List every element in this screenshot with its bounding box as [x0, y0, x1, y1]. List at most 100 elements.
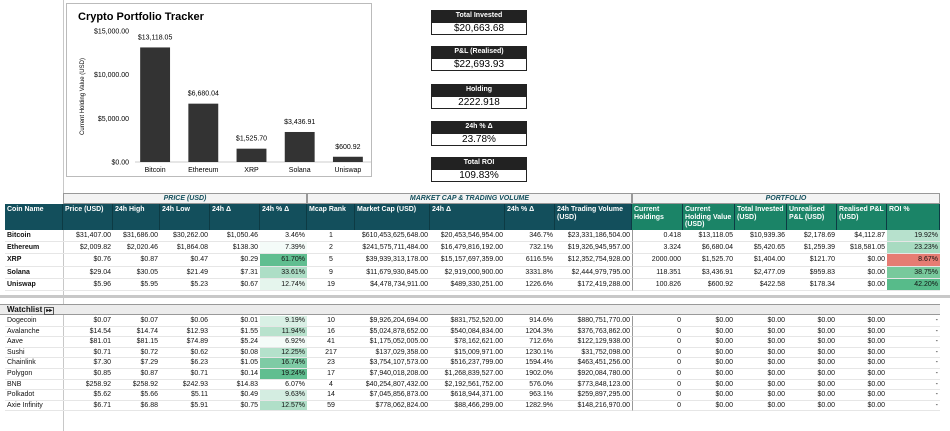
table-cell: $14.83 — [210, 380, 260, 391]
table-cell: $0.00 — [837, 337, 887, 348]
table-cell: $137,029,358.00 — [355, 348, 430, 359]
table-cell: $2,919,000,900.00 — [430, 267, 505, 279]
table-cell: $20,453,546,954.00 — [430, 230, 505, 243]
kpi-value: $20,663.68 — [431, 22, 527, 35]
y-tick-label: $15,000.00 — [94, 29, 129, 36]
table-cell: $0.14 — [210, 369, 260, 380]
table-cell: $259,897,295.00 — [555, 390, 632, 401]
table-cell: 1282.9% — [505, 401, 555, 412]
table-cell: $600.92 — [683, 279, 735, 291]
table-cell: $12,352,754,928.00 — [555, 254, 632, 267]
table-cell: 0 — [632, 316, 683, 327]
table-cell: $0.00 — [735, 390, 787, 401]
table-cell: 3.324 — [632, 242, 683, 255]
table-cell: - — [887, 337, 940, 348]
table-cell: $1,259.39 — [787, 242, 837, 255]
table-cell: $15,157,697,359.00 — [430, 254, 505, 267]
table-cell: $10,939.36 — [735, 230, 787, 243]
table-cell: 19.24% — [260, 369, 307, 380]
table-cell: $6.71 — [63, 401, 113, 412]
table-cell: 732.1% — [505, 242, 555, 255]
table-cell: $6.88 — [113, 401, 160, 412]
table-cell: $7,940,018,208.00 — [355, 369, 430, 380]
value-label: $600.92 — [335, 144, 360, 151]
table-cell: 914.6% — [505, 316, 555, 327]
table-cell: 16.74% — [260, 358, 307, 369]
table-cell: $0.00 — [683, 380, 735, 391]
table-cell: $0.87 — [113, 369, 160, 380]
table-cell: $5.11 — [160, 390, 210, 401]
table-cell: $0.00 — [787, 348, 837, 359]
table-cell: $0.00 — [683, 327, 735, 338]
table-cell: $5.62 — [63, 390, 113, 401]
table-cell: Chainlink — [5, 358, 63, 369]
table-cell: - — [887, 369, 940, 380]
kpi-label: 24h % Δ — [431, 121, 527, 133]
table-cell: $15,009,971.00 — [430, 348, 505, 359]
table-cell: $773,848,123.00 — [555, 380, 632, 391]
chart-frame: Crypto Portfolio Tracker Current Holding … — [66, 3, 372, 177]
table-cell: 0 — [632, 390, 683, 401]
table-cell: $618,944,371.00 — [430, 390, 505, 401]
table-cell: - — [887, 348, 940, 359]
table-cell: $31,686.00 — [113, 230, 160, 243]
table-cell: $0.00 — [837, 267, 887, 279]
column-header: Price (USD) — [63, 204, 113, 230]
table-cell: Uniswap — [5, 279, 63, 291]
table-cell: $5.23 — [160, 279, 210, 291]
table-cell: 6.92% — [260, 337, 307, 348]
table-cell: $30.05 — [113, 267, 160, 279]
table-cell: $1,864.08 — [160, 242, 210, 255]
table-cell: Ethereum — [5, 242, 63, 255]
table-cell: $0.67 — [210, 279, 260, 291]
column-header: 24h High — [113, 204, 160, 230]
table-cell: $11,679,930,845.00 — [355, 267, 430, 279]
table-cell: $2,020.46 — [113, 242, 160, 255]
table-cell: 2 — [307, 242, 355, 255]
table-cell: 1 — [307, 230, 355, 243]
table-cell: 11.94% — [260, 326, 307, 338]
table-cell: 12.57% — [260, 400, 307, 412]
table-cell: $81.01 — [63, 337, 113, 348]
table-cell: - — [887, 390, 940, 401]
table-cell: $19,326,945,957.00 — [555, 242, 632, 255]
column-header: 24h Trading Volume (USD) — [555, 204, 632, 230]
value-label: $13,118.05 — [138, 34, 173, 41]
table-cell: Aave — [5, 337, 63, 348]
column-header: 24h % Δ — [260, 204, 307, 230]
table-cell: Solana — [5, 267, 63, 279]
table-cell: $489,330,251.00 — [430, 279, 505, 291]
table-cell: $0.87 — [113, 254, 160, 267]
table-cell: $0.07 — [113, 316, 160, 327]
table-cell: 963.1% — [505, 390, 555, 401]
table-cell: $920,084,780.00 — [555, 369, 632, 380]
table-cell: Avalanche — [5, 327, 63, 338]
value-label-bg — [233, 134, 270, 143]
table-cell: 1902.0% — [505, 369, 555, 380]
table-cell: 42.20% — [887, 278, 940, 291]
table-cell: $5.96 — [63, 279, 113, 291]
table-cell: $6.23 — [160, 358, 210, 369]
chart-title: Crypto Portfolio Tracker — [78, 11, 205, 23]
table-cell: $1,404.00 — [735, 254, 787, 267]
table-cell: $4,478,734,911.00 — [355, 279, 430, 291]
table-cell: $0.00 — [837, 316, 887, 327]
column-header: Total Invested (USD) — [735, 204, 787, 230]
table-cell: 4 — [307, 380, 355, 391]
kpi-label: Holding — [431, 84, 527, 96]
table-cell: 3.46% — [260, 230, 307, 243]
table-cell: 0.418 — [632, 230, 683, 243]
table-cell: $122,129,938.00 — [555, 337, 632, 348]
bar — [140, 47, 171, 162]
table-cell: $138.30 — [210, 242, 260, 255]
table-cell: $0.01 — [210, 316, 260, 327]
table-cell: $0.71 — [63, 348, 113, 359]
table-cell: 0 — [632, 400, 683, 412]
table-cell: $0.00 — [683, 348, 735, 359]
table-cell: $0.00 — [787, 358, 837, 369]
table-cell: $778,062,824.00 — [355, 401, 430, 412]
table-cell: Polkadot — [5, 390, 63, 401]
bar — [188, 103, 219, 162]
expand-icon[interactable]: ▸▸ — [44, 307, 55, 315]
table-cell: $540,084,834.00 — [430, 327, 505, 338]
